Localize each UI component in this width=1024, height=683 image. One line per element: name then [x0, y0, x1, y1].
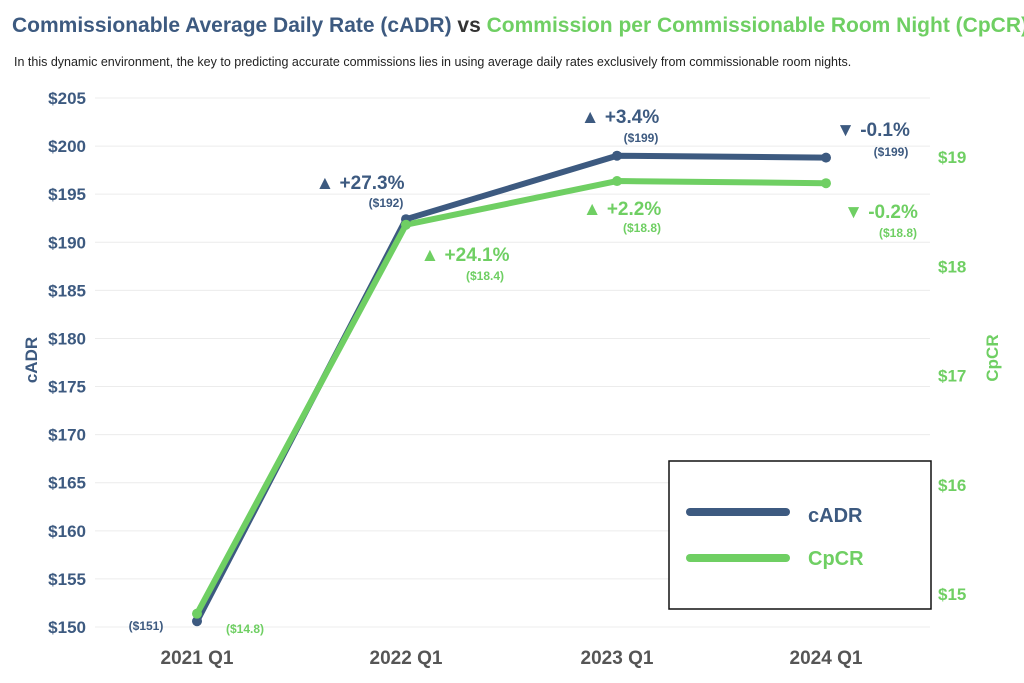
y-left-tick-label: $160	[48, 522, 86, 541]
legend-box	[668, 460, 932, 610]
data-point-cpcr	[821, 178, 831, 189]
y-left-tick-label: $150	[48, 618, 86, 637]
y-left-tick-label: $155	[48, 570, 86, 589]
data-point-cadr	[192, 616, 202, 627]
change-label-cadr: ▼ -0.1%	[836, 120, 910, 141]
y-right-tick-label: $16	[938, 476, 966, 495]
value-label-cadr: ($192)	[369, 196, 404, 210]
value-label-cadr: ($199)	[874, 145, 909, 159]
series-line-cpcr	[194, 178, 829, 617]
y-right-tick-label: $19	[938, 148, 966, 167]
y-left-tick-label: $200	[48, 137, 86, 156]
y-right-tick-label: $18	[938, 257, 966, 276]
chart-subtitle: In this dynamic environment, the key to …	[14, 55, 852, 69]
x-tick-label: 2021 Q1	[161, 648, 234, 669]
y-left-axis-label: cADR	[22, 337, 41, 383]
legend-label-cpcr: CpCR	[808, 548, 864, 570]
y-right-tick-label: $17	[938, 367, 966, 386]
data-point-cpcr	[612, 176, 622, 187]
y-left-tick-label: $170	[48, 426, 86, 445]
x-tick-label: 2023 Q1	[581, 648, 654, 669]
y-left-tick-label: $195	[48, 185, 86, 204]
value-label-cadr: ($151)	[129, 619, 164, 633]
value-label-cpcr: ($18.4)	[466, 269, 504, 283]
change-label-cadr: ▲ +3.4%	[581, 107, 660, 128]
y-left-tick-label: $190	[48, 233, 86, 252]
x-tick-label: 2022 Q1	[370, 648, 443, 669]
title-vs: vs	[451, 14, 487, 37]
data-point-cpcr	[192, 608, 202, 619]
x-tick-label: 2024 Q1	[790, 648, 863, 669]
value-label-cpcr: ($18.8)	[879, 226, 917, 240]
title-cadr: Commissionable Average Daily Rate (cADR)	[12, 14, 452, 37]
change-label-cpcr: ▲ +24.1%	[420, 245, 509, 266]
y-left-tick-label: $205	[48, 89, 86, 108]
y-right-axis-label: CpCR	[983, 334, 1002, 381]
data-point-cpcr	[401, 219, 411, 230]
y-left-tick-label: $165	[48, 474, 86, 493]
value-label-cpcr: ($18.8)	[623, 221, 661, 235]
chart-title: Commissionable Average Daily Rate (cADR)…	[12, 14, 1024, 38]
title-cpcr: Commission per Commissionable Room Night…	[486, 14, 1024, 37]
y-left-tick-label: $180	[48, 329, 86, 348]
y-left-tick-label: $185	[48, 281, 86, 300]
change-label-cpcr: ▼ -0.2%	[844, 202, 918, 223]
change-label-cadr: ▲ +27.3%	[315, 173, 404, 194]
change-label-cpcr: ▲ +2.2%	[583, 199, 662, 220]
value-label-cpcr: ($14.8)	[226, 622, 264, 636]
data-point-cadr	[821, 152, 831, 163]
y-right-tick-label: $15	[938, 585, 966, 604]
value-label-cadr: ($199)	[624, 131, 659, 145]
legend-label-cadr: cADR	[808, 505, 863, 527]
data-point-cadr	[612, 150, 622, 161]
y-left-tick-label: $175	[48, 378, 86, 397]
